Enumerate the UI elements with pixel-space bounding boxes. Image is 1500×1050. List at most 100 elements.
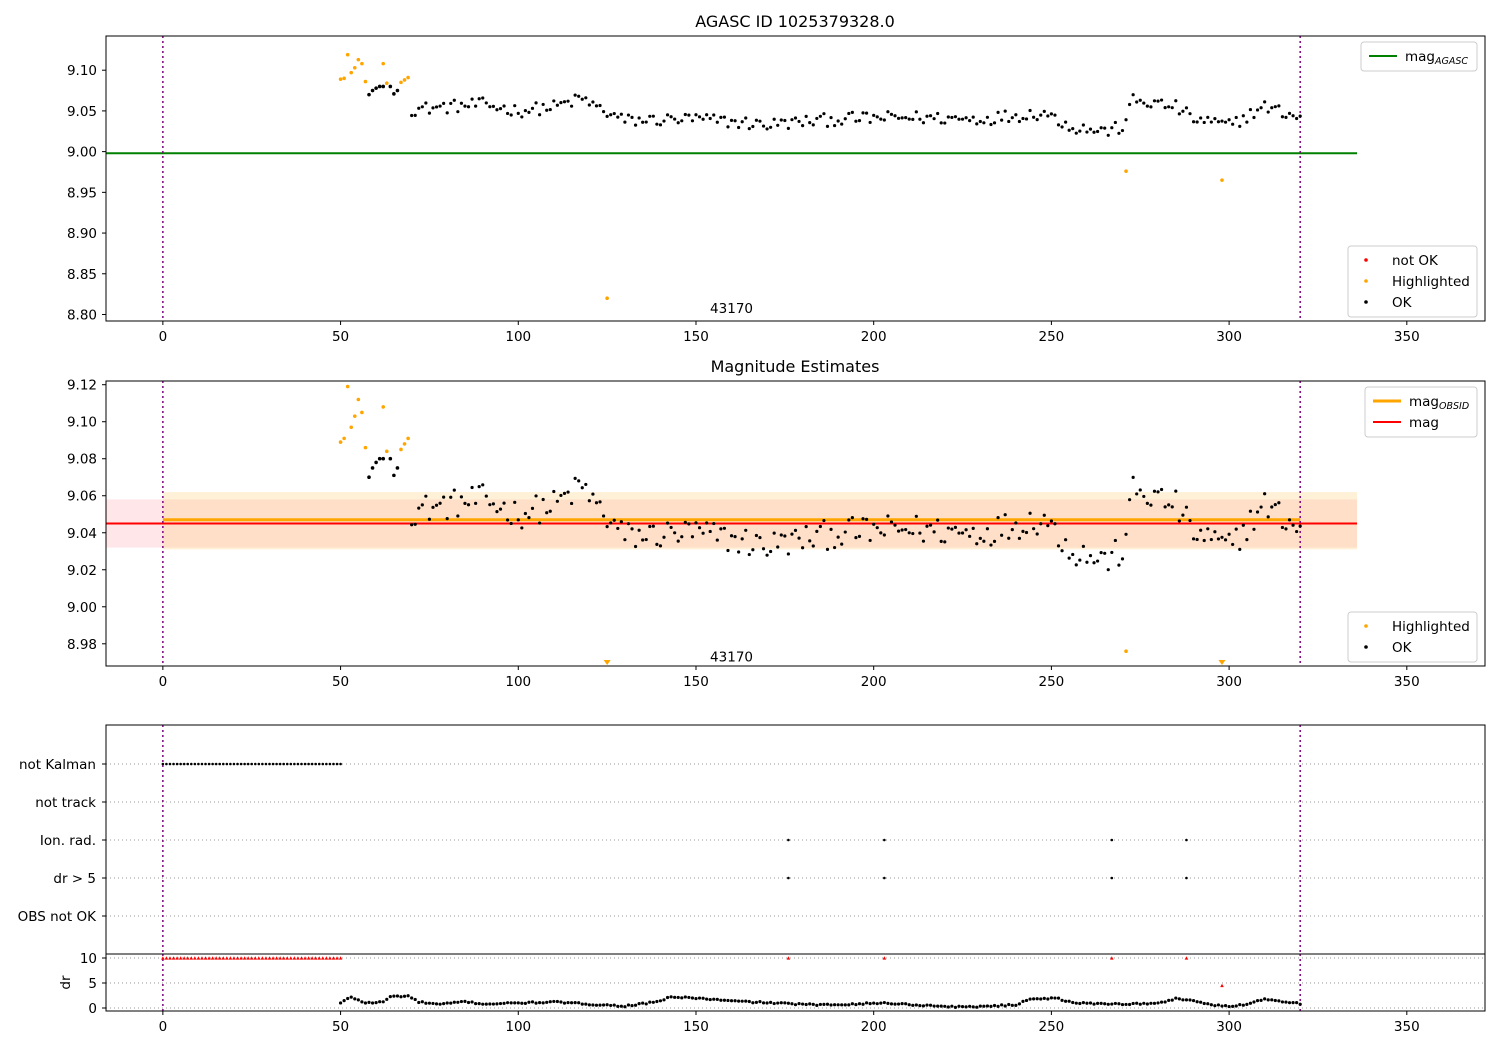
dr-flag-marker bbox=[217, 956, 222, 960]
ok-point bbox=[1074, 563, 1078, 567]
flag-category-label: Ion. rad. bbox=[40, 833, 96, 849]
ok-point bbox=[530, 506, 535, 510]
ok-point bbox=[950, 115, 954, 120]
dr-ok-point bbox=[1266, 998, 1270, 1002]
dr-ok-point bbox=[367, 1000, 371, 1004]
ok-point bbox=[996, 515, 1000, 520]
ok-point bbox=[1135, 100, 1139, 104]
dr-ok-point bbox=[573, 1001, 577, 1005]
dr-ok-point bbox=[616, 1004, 620, 1008]
flag-point bbox=[225, 762, 229, 766]
dr-ok-point bbox=[783, 1001, 787, 1005]
dr-ok-point bbox=[1263, 997, 1267, 1001]
dr-ok-point bbox=[452, 1000, 456, 1004]
ok-point bbox=[1103, 551, 1107, 555]
ok-point bbox=[1046, 114, 1050, 118]
ok-point bbox=[1000, 533, 1004, 537]
ok-point bbox=[1024, 530, 1029, 535]
dr-flag-marker bbox=[171, 956, 176, 960]
ok-point bbox=[538, 521, 542, 525]
ok-point bbox=[417, 106, 421, 110]
dr-ok-point bbox=[676, 995, 680, 1000]
dr-ok-point bbox=[456, 1000, 460, 1004]
dr-flag-marker bbox=[324, 956, 329, 960]
flag-point bbox=[303, 762, 307, 766]
dr-ok-point bbox=[463, 999, 467, 1003]
highlighted-point bbox=[406, 75, 410, 80]
dr-ok-point bbox=[1152, 1001, 1157, 1005]
y-tick-label: 8.80 bbox=[67, 307, 97, 323]
ok-point bbox=[594, 104, 599, 108]
ok-point bbox=[712, 113, 716, 117]
ok-point bbox=[438, 501, 442, 505]
dr-ok-point bbox=[1017, 1002, 1022, 1006]
ok-point bbox=[555, 103, 559, 107]
highlighted-point bbox=[384, 81, 389, 86]
flag-point bbox=[257, 762, 261, 766]
ok-point bbox=[921, 539, 926, 543]
dr-flag-marker bbox=[292, 956, 297, 960]
ok-point bbox=[1135, 492, 1139, 496]
dr-ok-point bbox=[1170, 998, 1174, 1002]
ok-point bbox=[1191, 537, 1196, 541]
ok-point bbox=[370, 88, 375, 93]
ok-point bbox=[879, 117, 883, 121]
dr-ok-point bbox=[1053, 996, 1057, 1000]
ok-point bbox=[623, 120, 627, 124]
ok-point bbox=[523, 108, 527, 113]
ok-point bbox=[733, 119, 737, 123]
ok-point bbox=[1238, 124, 1242, 128]
ok-point bbox=[1273, 502, 1277, 507]
y-tick-label: 0 bbox=[88, 1001, 97, 1017]
ok-point bbox=[1049, 519, 1053, 523]
dr-ok-point bbox=[694, 996, 698, 1001]
ok-point bbox=[377, 84, 382, 89]
ok-point bbox=[840, 542, 844, 546]
ok-point bbox=[1216, 120, 1221, 124]
dr-ok-point bbox=[1177, 997, 1181, 1001]
dr-flag-marker bbox=[235, 956, 240, 960]
dr-ok-point bbox=[484, 1002, 488, 1006]
ok-point bbox=[815, 529, 819, 533]
dr-flag-marker bbox=[214, 956, 218, 960]
highlighted-point bbox=[360, 410, 364, 415]
ok-point bbox=[964, 528, 968, 532]
ok-point bbox=[456, 110, 460, 114]
dr-ok-point bbox=[857, 1002, 862, 1006]
ok-point bbox=[1255, 108, 1260, 112]
y-tick-label: 8.90 bbox=[67, 226, 97, 242]
ok-point bbox=[822, 112, 826, 116]
ok-point bbox=[370, 466, 375, 470]
y-tick-label: 8.95 bbox=[67, 185, 97, 201]
ok-point bbox=[1259, 505, 1263, 509]
dr-ok-point bbox=[591, 1003, 595, 1007]
dr-ok-point bbox=[562, 1001, 567, 1005]
dr-ok-point bbox=[399, 995, 403, 999]
dr-ok-point bbox=[804, 1002, 808, 1007]
ok-point bbox=[733, 534, 737, 539]
ok-point bbox=[577, 94, 581, 98]
highlighted-point bbox=[345, 384, 350, 389]
ok-point bbox=[1120, 557, 1125, 561]
dr-ok-point bbox=[779, 1001, 783, 1005]
ok-point bbox=[651, 524, 655, 528]
flag-point bbox=[278, 762, 282, 766]
ok-point bbox=[491, 502, 495, 506]
ok-point bbox=[616, 115, 620, 119]
dr-ok-point bbox=[1280, 1000, 1285, 1004]
dr-ok-point bbox=[491, 1002, 495, 1006]
ok-point bbox=[847, 518, 851, 522]
ok-point bbox=[545, 511, 549, 515]
ok-point bbox=[740, 537, 744, 541]
ok-point bbox=[1199, 116, 1203, 120]
flag-point bbox=[172, 762, 175, 766]
x-tick-label: 100 bbox=[505, 329, 531, 345]
ok-point bbox=[758, 535, 762, 540]
ok-point bbox=[1223, 120, 1228, 124]
ok-point bbox=[971, 526, 975, 531]
dr-flag-marker bbox=[168, 956, 172, 960]
ok-point bbox=[996, 110, 1000, 114]
dr-ok-point bbox=[1088, 1001, 1093, 1005]
middle-panel: 43170 0 50 100 150 200 250 300 350 8.98 9.00 9.02 9.… bbox=[67, 378, 1486, 690]
